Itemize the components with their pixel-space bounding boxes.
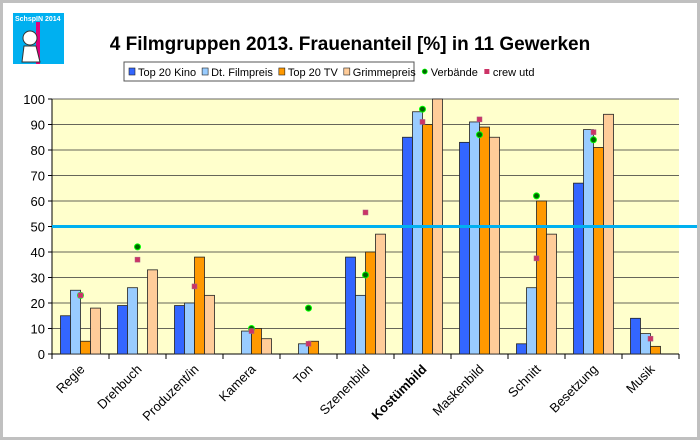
- legend-label: Top 20 TV: [288, 67, 339, 79]
- x-tick-label: Ton: [290, 362, 315, 387]
- bar: [70, 289, 81, 355]
- marker-crew-utd: [191, 283, 198, 290]
- marker-verbaende: [362, 271, 369, 279]
- y-tick-label: 40: [31, 245, 45, 260]
- y-tick-label: 50: [31, 220, 45, 235]
- legend-swatch: [201, 67, 209, 76]
- x-tick-label: Maskenbild: [430, 362, 487, 419]
- marker-verbaende: [134, 243, 141, 251]
- marker-crew-utd: [647, 335, 654, 342]
- bar: [174, 305, 185, 355]
- legend-label: Dt. Filmpreis: [211, 67, 273, 79]
- bar: [355, 294, 366, 355]
- bar: [261, 338, 272, 355]
- y-tick-label: 70: [31, 169, 45, 184]
- bar: [489, 136, 500, 355]
- marker-crew-utd: [134, 256, 141, 263]
- bar: [184, 302, 195, 355]
- legend-label: Verbände: [431, 67, 478, 79]
- bar: [204, 294, 215, 355]
- chart-title: 4 Filmgruppen 2013. Frauenanteil [%] in …: [110, 34, 590, 55]
- bar: [536, 200, 547, 355]
- bar: [194, 256, 205, 355]
- bar: [365, 251, 376, 355]
- y-tick-label: 10: [31, 322, 45, 337]
- bar: [593, 147, 604, 355]
- bar: [147, 269, 158, 355]
- x-tick-label: Drehbuch: [94, 362, 144, 412]
- y-tick-label: 60: [31, 194, 45, 209]
- x-tick-label: Produzent/in: [139, 362, 201, 424]
- marker-verbaende: [590, 136, 597, 144]
- bar: [640, 333, 651, 355]
- bar: [402, 136, 413, 355]
- marker-crew-utd: [533, 255, 540, 262]
- marker-verbaende: [305, 304, 312, 312]
- x-tick-label: Schnitt: [505, 361, 544, 400]
- legend-label: Top 20 Kino: [138, 67, 196, 79]
- legend-swatch: [484, 69, 490, 74]
- y-tick-label: 20: [31, 296, 45, 311]
- bar: [516, 343, 527, 355]
- x-tick-label: Musik: [623, 361, 658, 396]
- legend-label: crew utd: [493, 67, 535, 79]
- legend-swatch: [128, 67, 136, 76]
- logo: SchspIN 2014: [13, 13, 64, 64]
- bar: [127, 287, 138, 355]
- bar: [80, 340, 91, 355]
- plot-area: 0 10 20 30 40 50 60 70 80 90 100 Regie DrehbuchProdu…: [23, 92, 697, 424]
- legend: Top 20 Kino Dt. Filmpreis Top 20 TV Grimmep…: [123, 61, 535, 82]
- bar: [375, 233, 386, 355]
- x-tick-label: Besetzung: [547, 362, 601, 416]
- logo-text: SchspIN 2014: [15, 16, 61, 23]
- chart: SchspIN 2014 4 Filmgruppen 2013. Frauena…: [13, 13, 697, 424]
- bar: [650, 345, 661, 355]
- marker-crew-utd: [590, 129, 597, 135]
- x-tick-label: Kamera: [216, 361, 259, 404]
- marker-crew-utd: [362, 209, 369, 216]
- bar: [630, 317, 641, 355]
- bar: [526, 287, 537, 355]
- bar: [241, 330, 252, 355]
- marker-verbaende: [419, 105, 426, 113]
- bar: [422, 124, 433, 355]
- y-tick-label: 30: [31, 271, 45, 286]
- bar: [546, 233, 557, 355]
- marker-verbaende: [476, 131, 483, 139]
- y-tick-label: 0: [38, 347, 45, 362]
- bar: [117, 305, 128, 355]
- bar: [469, 121, 480, 355]
- marker-crew-utd: [476, 116, 483, 123]
- marker-crew-utd: [419, 119, 426, 125]
- legend-box: [123, 61, 415, 82]
- marker-crew-utd: [77, 292, 84, 299]
- x-tick-label: Regie: [53, 362, 88, 397]
- y-tick-label: 80: [31, 143, 45, 158]
- x-tick-label: Szenenbild: [317, 362, 373, 418]
- chart-frame: SchspIN 2014 4 Filmgruppen 2013. Frauena…: [3, 3, 697, 437]
- marker-verbaende: [533, 192, 540, 200]
- bar: [479, 126, 490, 355]
- marker-crew-utd: [305, 341, 312, 347]
- marker-crew-utd: [248, 328, 255, 334]
- y-tick-label: 90: [31, 118, 45, 133]
- legend-swatch: [343, 67, 351, 76]
- bar: [60, 315, 71, 355]
- legend-swatch: [421, 68, 428, 75]
- bar: [573, 182, 584, 355]
- bar: [583, 129, 594, 355]
- bar: [412, 111, 423, 355]
- bar: [603, 113, 614, 355]
- legend-label: Grimmepreis: [353, 67, 416, 79]
- bar: [459, 141, 470, 355]
- bar: [308, 340, 319, 355]
- bar: [345, 256, 356, 355]
- bar: [90, 307, 101, 355]
- y-tick-label: 100: [23, 92, 45, 107]
- x-tick-label: Kostümbild: [368, 361, 429, 422]
- legend-swatch: [278, 67, 286, 76]
